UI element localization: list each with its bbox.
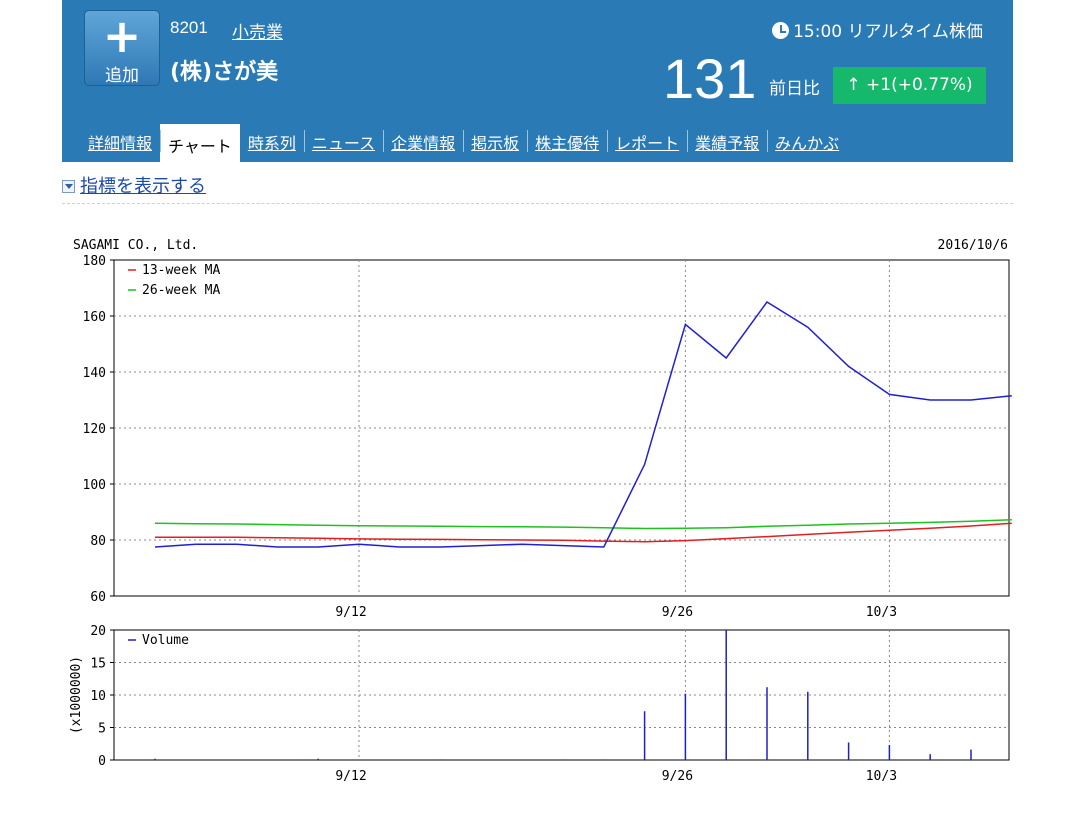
realtime-label: 15:00 リアルタイム株価: [772, 17, 983, 42]
tab-chart[interactable]: チャート: [160, 124, 240, 162]
y-axis-label: (x1000000): [69, 656, 84, 734]
chart-title: SAGAMI CO., Ltd.: [73, 238, 198, 253]
x-tick-label: 9/12: [335, 769, 366, 784]
stock-code: 8201: [170, 18, 208, 37]
y-tick-label: 10: [90, 689, 106, 704]
tab-minkabu[interactable]: みんかぶ: [767, 124, 847, 162]
y-tick-label: 20: [90, 624, 106, 639]
company-name: (株)さが美: [170, 60, 279, 85]
arrow-up-icon: ↑: [846, 75, 861, 95]
y-tick-label: 120: [83, 422, 106, 437]
tab-shareholder-benefits[interactable]: 株主優待: [527, 124, 607, 162]
y-tick-label: 100: [83, 478, 106, 493]
expand-icon: [62, 180, 75, 193]
x-tick-label: 10/3: [866, 769, 897, 784]
y-tick-label: 80: [90, 534, 106, 549]
add-button[interactable]: + 追加: [84, 10, 160, 86]
y-tick-label: 5: [98, 722, 106, 737]
tab-news[interactable]: ニュース: [303, 124, 383, 162]
current-price: 131: [663, 47, 757, 110]
y-tick-label: 60: [90, 590, 106, 605]
tab-timeseries[interactable]: 時系列: [247, 134, 296, 153]
clock-icon: [772, 22, 790, 39]
tab-company-info[interactable]: 企業情報: [383, 124, 463, 162]
realtime-text: 15:00 リアルタイム株価: [793, 22, 983, 42]
tab-details[interactable]: 詳細情報: [88, 134, 153, 153]
volume-panel: 0 5 10 15 20 9/12 9/26 10/3 Volume (x1000000): [69, 624, 1010, 784]
y-tick-label: 180: [83, 254, 106, 269]
stock-header: + 追加 8201 小売業 (株)さが美 15:00 リアルタイム株価 131 …: [62, 0, 1013, 162]
indicator-toggle[interactable]: 指標を表示する: [62, 172, 206, 198]
change-badge: ↑ +1(+0.77%): [833, 67, 986, 104]
divider: [62, 203, 1013, 204]
indicator-toggle-label: 指標を表示する: [80, 176, 206, 197]
x-tick-label: 9/26: [662, 605, 693, 620]
chart-date: 2016/10/6: [938, 238, 1008, 253]
x-tick-label: 9/26: [662, 769, 693, 784]
tab-bar: 詳細情報 チャート 時系列 ニュース 企業情報 掲示板 株主優待 レポート 業績…: [80, 124, 847, 162]
y-tick-label: 0: [98, 754, 106, 769]
legend-label: 26-week MA: [142, 283, 220, 298]
y-tick-label: 140: [83, 366, 106, 381]
legend-label: 13-week MA: [142, 263, 220, 278]
tab-board[interactable]: 掲示板: [463, 124, 527, 162]
industry-link[interactable]: 小売業: [232, 23, 283, 43]
tab-earnings-forecast[interactable]: 業績予報: [687, 124, 767, 162]
price-panel: 60 80 100 120 140 160 180 9/12 9/26 10/3 13-week M…: [83, 254, 1012, 620]
x-tick-label: 9/12: [335, 605, 366, 620]
y-tick-label: 15: [90, 657, 106, 672]
change-value: +1(+0.77%): [866, 75, 973, 95]
series-line-26-week-ma: [154, 519, 1012, 530]
y-tick-label: 160: [83, 310, 106, 325]
series-line-13-week-ma: [155, 522, 1012, 543]
add-button-label: 追加: [105, 66, 139, 86]
tab-report[interactable]: レポート: [607, 124, 687, 162]
change-label: 前日比: [769, 79, 820, 99]
x-tick-label: 10/3: [866, 605, 897, 620]
series-line-price: [154, 300, 1012, 548]
legend-label: Volume: [142, 633, 189, 648]
plus-icon: +: [102, 9, 142, 63]
